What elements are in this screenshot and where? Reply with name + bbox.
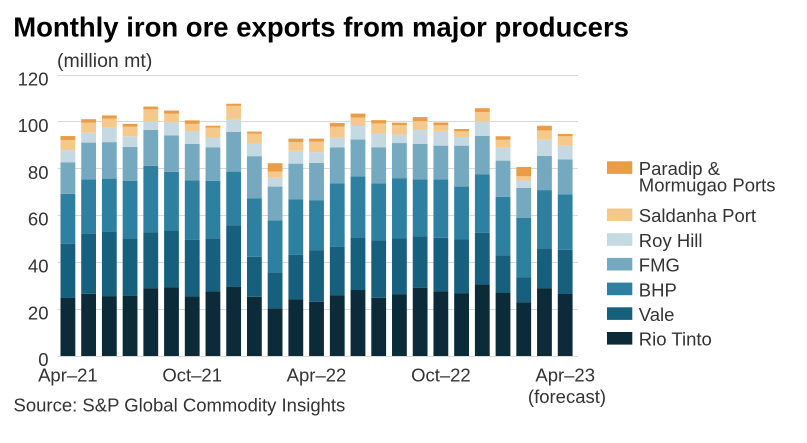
svg-text:100: 100 xyxy=(18,115,49,136)
svg-text:Apr–22: Apr–22 xyxy=(287,365,347,386)
svg-text:120: 120 xyxy=(18,68,49,89)
svg-text:0: 0 xyxy=(38,349,48,370)
svg-text:Apr–23: Apr–23 xyxy=(535,365,595,386)
svg-text:BHP: BHP xyxy=(639,279,677,300)
svg-text:20: 20 xyxy=(28,302,49,323)
svg-text:Monthly iron ore exports from: Monthly iron ore exports from major prod… xyxy=(13,11,629,42)
svg-text:Source: S&P Global Commodity I: Source: S&P Global Commodity Insights xyxy=(14,394,346,415)
svg-text:Vale: Vale xyxy=(639,304,675,325)
svg-text:40: 40 xyxy=(28,256,49,277)
svg-text:Saldanha Port: Saldanha Port xyxy=(639,205,756,226)
svg-text:Oct–22: Oct–22 xyxy=(411,365,471,386)
svg-text:(forecast): (forecast) xyxy=(528,386,606,407)
svg-text:Oct–21: Oct–21 xyxy=(162,365,222,386)
svg-text:Paradip &: Paradip & xyxy=(639,158,721,179)
svg-text:Mormugao Ports: Mormugao Ports xyxy=(639,175,776,196)
svg-text:60: 60 xyxy=(28,209,49,230)
svg-text:Rio Tinto: Rio Tinto xyxy=(639,329,712,350)
svg-text:Roy Hill: Roy Hill xyxy=(639,230,703,251)
svg-text:(million mt): (million mt) xyxy=(57,50,152,72)
svg-text:80: 80 xyxy=(28,162,49,183)
svg-text:FMG: FMG xyxy=(639,255,680,276)
svg-text:Apr–21: Apr–21 xyxy=(38,365,98,386)
